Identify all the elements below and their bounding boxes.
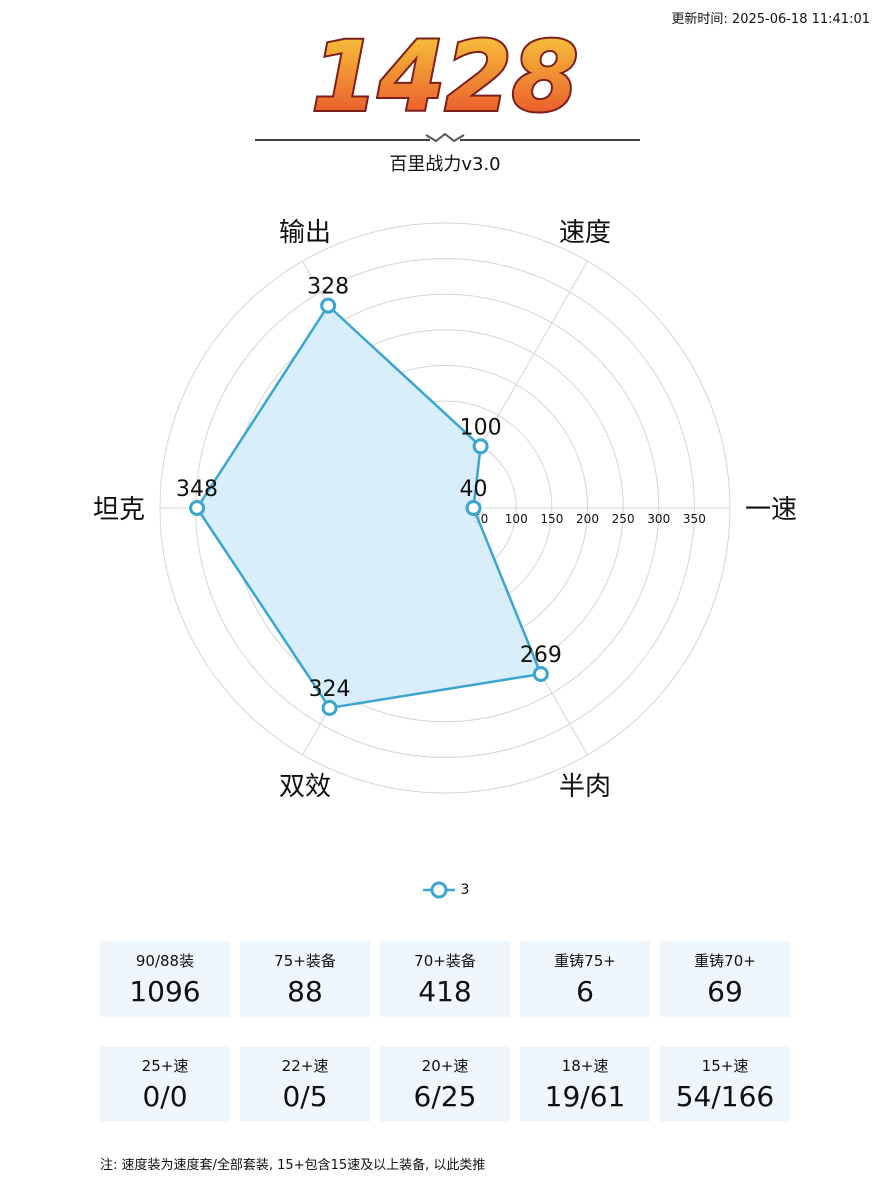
stat-card: 18+速 19/61 <box>520 1046 650 1122</box>
radial-tick-label: 350 <box>683 512 706 526</box>
stat-value: 6 <box>576 975 594 1008</box>
stat-label: 22+速 <box>281 1057 329 1075</box>
stat-label: 20+速 <box>421 1057 469 1075</box>
axis-label: 双效 <box>279 772 331 802</box>
stat-card: 22+速 0/5 <box>240 1046 370 1122</box>
radial-tick-label: 150 <box>540 512 563 526</box>
stat-value: 0/0 <box>142 1080 188 1113</box>
axis-label: 坦克 <box>93 495 145 525</box>
stat-value: 6/25 <box>413 1080 477 1113</box>
chart-legend[interactable]: 3 <box>0 880 890 900</box>
stat-label: 重铸70+ <box>694 952 756 970</box>
legend-marker-icon <box>422 881 455 899</box>
data-label: 328 <box>307 275 349 300</box>
stat-value: 19/61 <box>544 1080 626 1113</box>
data-point <box>465 500 482 516</box>
stat-label: 15+速 <box>701 1057 749 1075</box>
stat-label: 重铸75+ <box>554 952 616 970</box>
stat-card: 25+速 0/0 <box>100 1046 230 1122</box>
chart-subtitle: 百里战力v3.0 <box>389 154 501 175</box>
stat-label: 75+装备 <box>274 952 336 970</box>
series-area <box>195 304 543 710</box>
stat-card: 70+装备 418 <box>380 941 510 1017</box>
radar-chart: 50 100 150 200 250 300 35040100328348324269一速速… <box>93 218 797 802</box>
stat-value: 0/5 <box>282 1080 328 1113</box>
data-point <box>532 665 549 682</box>
stat-value: 69 <box>707 975 743 1008</box>
radial-tick-label: 200 <box>576 512 599 526</box>
stat-label: 70+装备 <box>414 952 476 970</box>
data-point <box>321 699 338 716</box>
data-label: 348 <box>176 477 218 502</box>
stat-value: 1096 <box>129 975 201 1008</box>
stat-value: 88 <box>287 975 323 1008</box>
score-value: 1428 <box>311 21 578 133</box>
stat-card: 15+速 54/166 <box>660 1046 790 1122</box>
stat-card: 75+装备 88 <box>240 941 370 1017</box>
data-label: 100 <box>460 415 502 440</box>
score-graphic: 1428 <box>255 19 640 143</box>
axis-label: 输出 <box>279 218 331 248</box>
stat-value: 54/166 <box>675 1080 775 1113</box>
stat-card: 重铸75+ 6 <box>520 941 650 1017</box>
data-point <box>472 438 489 455</box>
stat-card: 重铸70+ 69 <box>660 941 790 1017</box>
stat-label: 18+速 <box>561 1057 609 1075</box>
data-label: 40 <box>460 477 488 502</box>
stats-row-equipment: 90/88装 1096 75+装备 88 70+装备 418 重铸75+ 6 重… <box>100 941 790 1017</box>
data-point <box>189 500 206 516</box>
axis-label: 一速 <box>745 495 797 525</box>
stat-label: 25+速 <box>141 1057 189 1075</box>
score-banner: 1428 <box>0 18 890 148</box>
radial-tick-label: 300 <box>647 512 670 526</box>
radial-tick-label: 100 <box>505 512 528 526</box>
data-label: 324 <box>309 677 351 702</box>
radial-tick-label: 250 <box>612 512 635 526</box>
data-label: 269 <box>520 643 562 668</box>
ornament-icon <box>425 132 465 143</box>
footnote: 注: 速度装为速度套/全部套装, 15+包含15速及以上装备, 以此类推 <box>100 1158 486 1173</box>
legend-label: 3 <box>460 882 470 898</box>
stat-card: 90/88装 1096 <box>100 941 230 1017</box>
stat-label: 90/88装 <box>135 952 195 970</box>
update-time: 更新时间: 2025-06-18 11:41:01 <box>671 12 870 27</box>
axis-label: 半肉 <box>559 772 611 802</box>
stat-card: 20+速 6/25 <box>380 1046 510 1122</box>
data-point <box>320 297 337 314</box>
axis-label: 速度 <box>559 218 611 248</box>
stat-value: 418 <box>418 975 472 1008</box>
stats-row-speed: 25+速 0/0 22+速 0/5 20+速 6/25 18+速 19/61 1… <box>100 1046 790 1122</box>
